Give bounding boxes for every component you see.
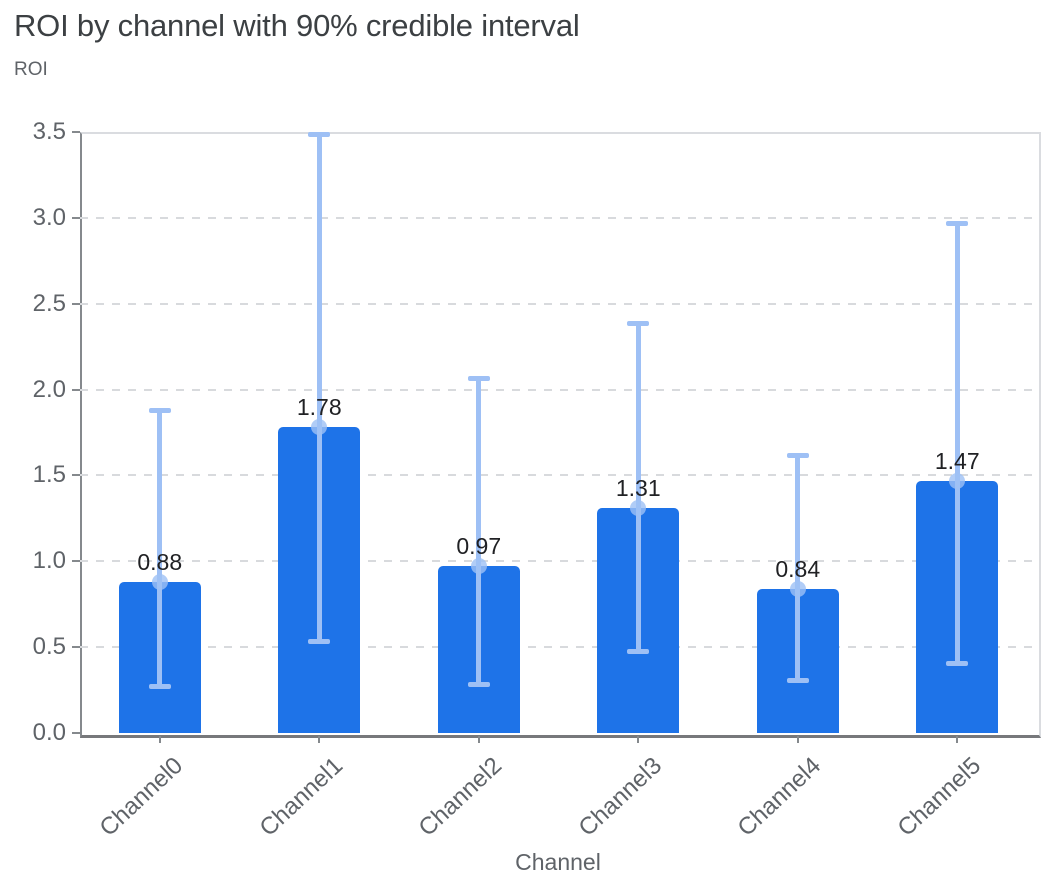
gridline-1.5 (80, 474, 1037, 477)
mean-dot-Channel2 (470, 558, 487, 575)
gridline-0.5 (80, 646, 1037, 649)
y-tick-mark-1.0 (72, 560, 80, 563)
error-bar-cap-low-Channel5 (946, 661, 969, 667)
y-tick-label: 1.5 (32, 461, 66, 489)
x-tick-mark-Channel4 (796, 736, 799, 743)
mean-dot-Channel5 (949, 472, 966, 489)
y-tick-mark-1.5 (72, 474, 80, 477)
y-tick-label: 0.5 (32, 633, 66, 661)
gridline-2.5 (80, 302, 1037, 305)
error-bar-cap-high-Channel5 (946, 221, 969, 226)
error-bar-cap-high-Channel0 (148, 408, 171, 414)
x-tick-label-Channel3: Channel3 (573, 752, 667, 842)
gridline-1.0 (80, 560, 1037, 563)
y-tick-label: 3.0 (32, 203, 66, 231)
y-tick-mark-3.0 (72, 216, 80, 219)
gridline-3.0 (80, 216, 1037, 219)
value-label-Channel1: 1.78 (296, 394, 342, 421)
x-tick-label-Channel2: Channel2 (413, 752, 508, 842)
x-tick-mark-Channel1 (318, 736, 321, 743)
x-tick-label-Channel0: Channel0 (94, 752, 189, 842)
y-tick-label: 1.0 (32, 547, 66, 575)
error-bar-line-Channel3 (635, 322, 641, 653)
x-axis-title: Channel (515, 849, 601, 875)
y-tick-mark-2.5 (72, 302, 80, 305)
y-tick-mark-0.5 (72, 646, 80, 649)
error-bar-cap-low-Channel4 (786, 678, 809, 684)
x-tick-mark-Channel3 (637, 736, 640, 743)
plot-area (80, 132, 1041, 738)
x-tick-label-Channel5: Channel5 (892, 752, 986, 842)
value-label-Channel5: 1.47 (934, 447, 980, 474)
x-tick-label-Channel4: Channel4 (732, 752, 827, 842)
error-bar-cap-high-Channel4 (786, 452, 809, 458)
x-tick-label-Channel1: Channel1 (254, 752, 348, 842)
mean-dot-Channel4 (789, 580, 806, 597)
error-bar-cap-low-Channel3 (627, 649, 650, 655)
error-bar-line-Channel2 (476, 377, 482, 685)
value-label-Channel2: 0.97 (456, 533, 502, 560)
y-tick-mark-3.5 (72, 131, 80, 133)
y-tick-mark-0.0 (72, 732, 80, 734)
value-label-Channel0: 0.88 (137, 548, 183, 575)
value-label-Channel3: 1.31 (615, 475, 661, 502)
y-tick-label: 2.5 (32, 289, 66, 317)
error-bar-cap-high-Channel1 (308, 131, 331, 137)
error-bar-line-Channel5 (954, 223, 960, 665)
chart-title: ROI by channel with 90% credible interva… (14, 8, 580, 43)
value-label-Channel4: 0.84 (775, 555, 821, 582)
error-bar-cap-low-Channel1 (308, 638, 331, 644)
error-bar-line-Channel0 (157, 410, 163, 687)
x-tick-mark-Channel2 (477, 736, 480, 743)
error-bar-cap-low-Channel0 (148, 683, 171, 689)
error-bar-line-Channel1 (316, 133, 322, 642)
mean-dot-Channel0 (151, 573, 168, 590)
x-tick-mark-Channel5 (956, 736, 959, 743)
y-tick-label: 2.0 (32, 375, 66, 403)
x-tick-mark-Channel0 (158, 736, 161, 743)
y-axis-title: ROI (14, 59, 48, 80)
mean-dot-Channel1 (311, 419, 328, 436)
y-tick-mark-2.0 (72, 388, 80, 391)
y-tick-label: 3.5 (32, 118, 66, 145)
y-tick-label: 0.0 (32, 719, 66, 746)
error-bar-cap-low-Channel2 (467, 681, 490, 687)
mean-dot-Channel3 (630, 500, 647, 517)
error-bar-cap-high-Channel3 (627, 320, 650, 326)
gridline-2.0 (80, 388, 1037, 391)
error-bar-line-Channel4 (795, 454, 801, 682)
error-bar-cap-high-Channel2 (467, 375, 490, 381)
